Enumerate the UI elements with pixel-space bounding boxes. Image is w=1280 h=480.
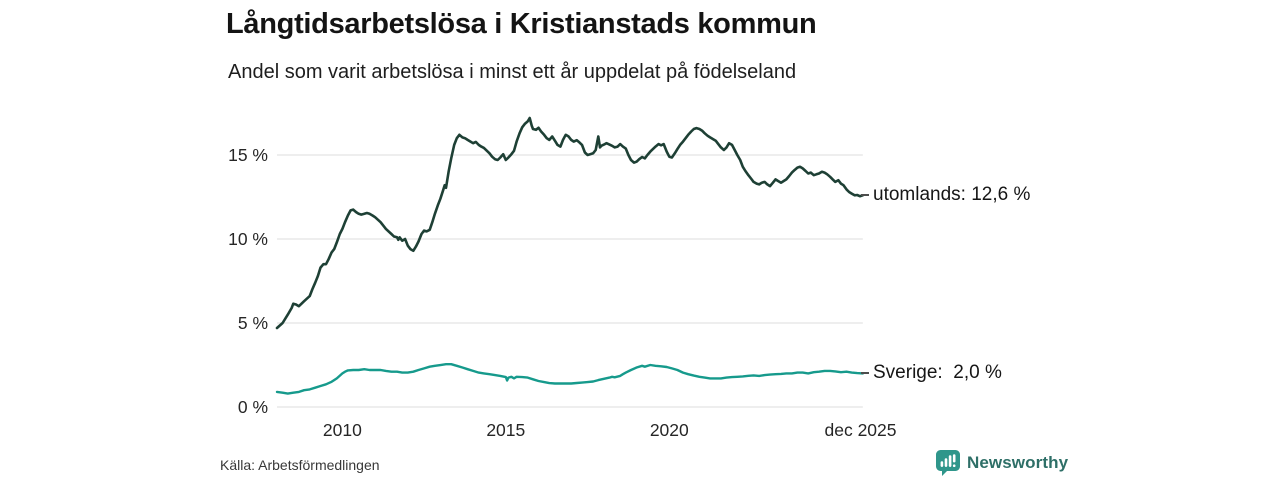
x-axis-tick-label: dec 2025 [824,420,897,440]
y-axis-tick-label: 10 % [228,229,268,249]
label-connector-dash [861,194,869,197]
series-line-sverige [275,363,864,395]
newsworthy-logo[interactable]: Newsworthy [936,450,1068,476]
chart-subtitle: Andel som varit arbetslösa i minst ett å… [228,61,797,83]
y-axis-tick-label: 15 % [228,145,268,165]
x-axis-tick-label: 2020 [649,420,689,440]
series-end-label-utomlands: utomlands: 12,6 % [861,182,1030,208]
brand-name: Newsworthy [967,453,1069,472]
x-axis-tick-label: 2010 [322,420,362,440]
x-axis-tick-label: 2015 [486,420,526,440]
y-axis-tick-label: 5 % [237,313,268,333]
chart-title: Långtidsarbetslösa i Kristianstads kommu… [226,8,817,40]
series-end-label-sverige: Sverige: 2,0 % [861,360,1002,386]
label-connector-dash [861,372,869,375]
newsworthy-barchart-bubble-icon [936,450,960,476]
source-note: Källa: Arbetsförmedlingen [220,457,380,473]
y-axis-tick-label: 0 % [237,397,268,417]
series-label-text: Sverige: 2,0 % [873,362,1002,384]
series-line-utomlands [275,116,865,330]
series-label-text: utomlands: 12,6 % [873,184,1031,206]
